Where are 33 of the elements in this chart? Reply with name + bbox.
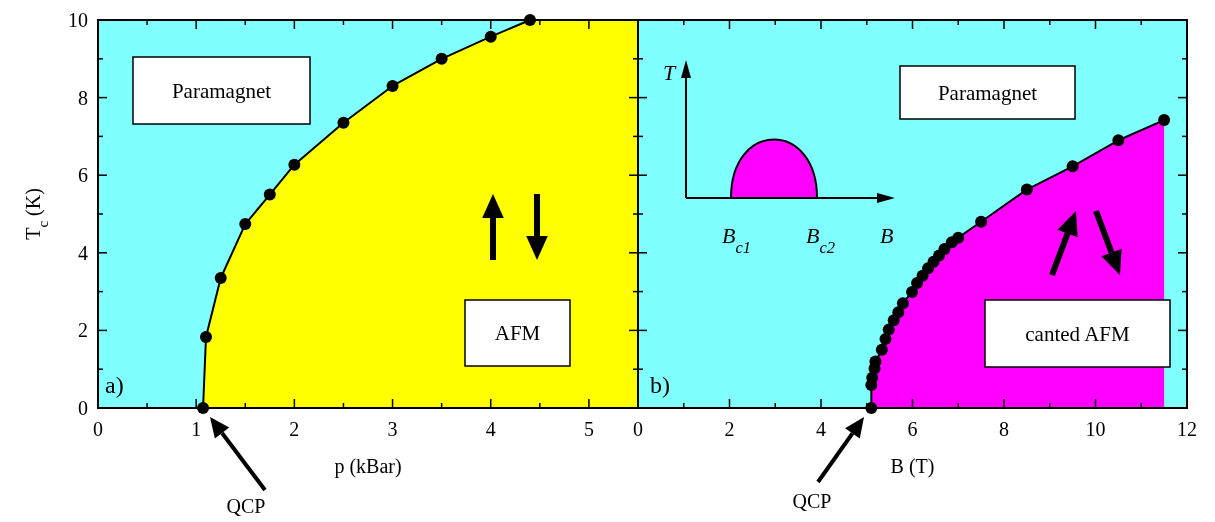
annotation: b) (650, 372, 670, 398)
annotation: B$_{c1}$ (722, 223, 752, 257)
x-tick-label: 8 (999, 418, 1009, 440)
x-tick-label: 0 (633, 418, 643, 440)
x-tick-label: 2 (724, 418, 735, 440)
x-tick-label: 5 (583, 418, 594, 440)
annotation: B$_{c2}$ (806, 223, 836, 257)
text: QCP (226, 495, 266, 517)
y-tick-label: 8 (78, 86, 88, 109)
x-tick-label: 12 (1177, 418, 1197, 440)
y-tick-label: 2 (78, 319, 88, 342)
annotation: Paramagnet (171, 78, 272, 103)
annotation: a) (105, 372, 124, 398)
annotation: AFM (494, 321, 541, 345)
y-tick-label: 6 (78, 164, 88, 187)
annotation: canted AFM (1025, 321, 1131, 346)
x-tick-label: 3 (387, 418, 398, 440)
x-axis-title: B (T) (890, 455, 935, 478)
y-tick-label: 4 (78, 241, 88, 264)
annotation: T (663, 60, 677, 85)
x-tick-label: 6 (907, 418, 918, 440)
x-tick-label: 4 (816, 418, 826, 440)
y-tick-label: 10 (68, 9, 88, 31)
annotation: B (880, 223, 894, 248)
x-tick-label: 1 (191, 418, 202, 440)
x-tick-label: 4 (485, 418, 496, 440)
x-axis-title: p (kBar) (334, 455, 402, 478)
text: QCP (792, 490, 832, 512)
y-tick-label: 0 (78, 397, 88, 419)
x-tick-label: 10 (1085, 418, 1106, 440)
x-tick-label: 2 (289, 418, 300, 440)
annotation: Paramagnet (937, 80, 1038, 105)
x-tick-label: 0 (93, 418, 103, 440)
